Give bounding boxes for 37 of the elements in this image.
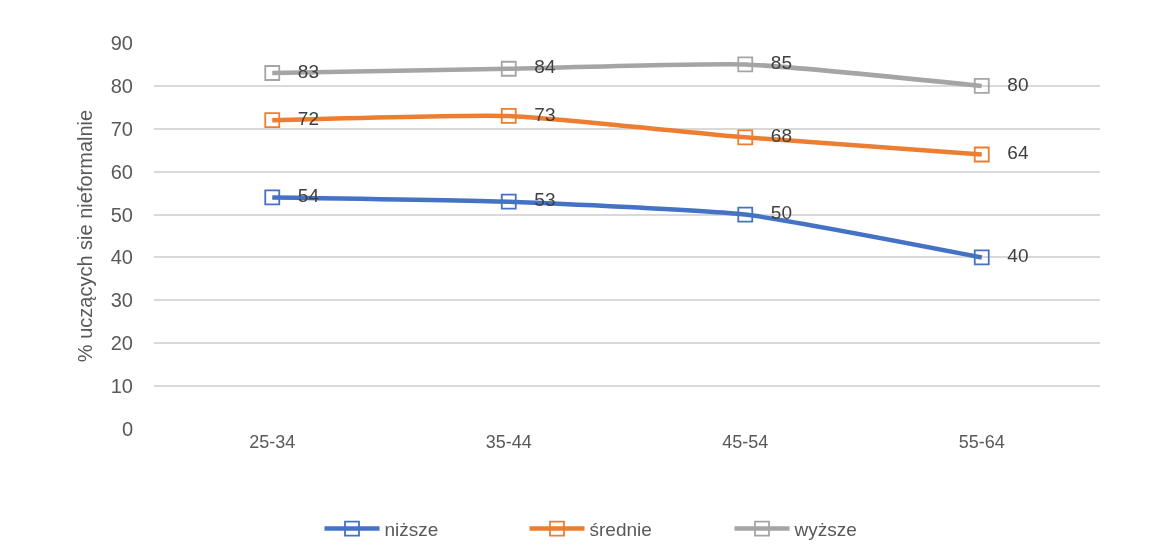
x-tick-label: 45-54	[722, 432, 769, 452]
point	[737, 129, 754, 146]
data-label: 84	[518, 56, 556, 78]
point	[500, 60, 517, 77]
data-label: 83	[282, 60, 319, 82]
point	[264, 65, 281, 81]
point	[973, 146, 990, 163]
y-tick-label: 80	[110, 74, 133, 97]
point	[973, 77, 990, 94]
point	[973, 249, 990, 266]
legend-label: wyższe	[793, 518, 857, 540]
point	[264, 189, 281, 206]
point	[264, 112, 281, 129]
y-tick-label: 30	[110, 289, 133, 312]
y-tick-label: 90	[110, 32, 133, 54]
point	[500, 193, 517, 210]
point	[500, 108, 517, 124]
data-label: 50	[755, 202, 792, 224]
y-tick-label: 10	[110, 375, 133, 398]
y-tick-label: 20	[110, 332, 133, 355]
data-label: 80	[991, 73, 1029, 95]
y-tick-label: 40	[110, 246, 133, 269]
legend-label: średnie	[589, 518, 652, 540]
y-tick-label: 70	[110, 117, 133, 140]
x-tick-label: 25-34	[249, 432, 296, 452]
data-label: 40	[991, 245, 1029, 267]
y-tick-label: 60	[110, 160, 133, 183]
y-axis-title: % uczących sie nieformalnie	[74, 109, 97, 363]
data-label: 85	[755, 52, 792, 74]
x-tick-label: 55-64	[958, 432, 1005, 452]
data-label: 64	[991, 142, 1029, 164]
x-tick-label: 35-44	[485, 432, 532, 452]
y-tick-label: 0	[121, 418, 133, 440]
point	[737, 206, 754, 223]
point	[737, 56, 754, 73]
y-tick-label: 50	[110, 203, 133, 226]
legend-label: niższe	[384, 518, 439, 540]
